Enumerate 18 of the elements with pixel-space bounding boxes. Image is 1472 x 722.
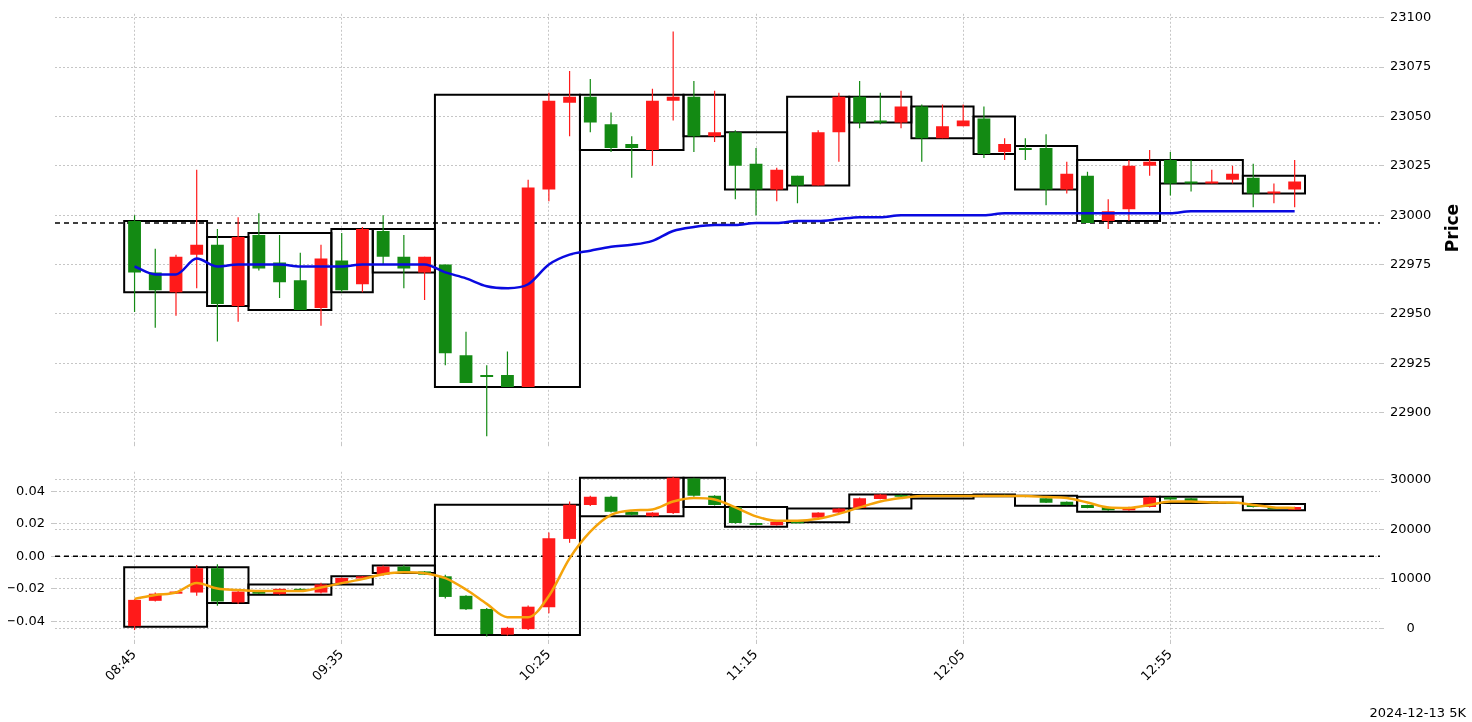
y-tick-label: 22900 [1390,403,1432,419]
text: 2024-12-13 5K [1369,705,1466,720]
y-tick-label: 23075 [1390,58,1432,74]
y-tick-label: 22925 [1390,354,1432,370]
y-tick-label: 23000 [1390,206,1432,222]
y2-tick-label: 10000 [1390,570,1432,586]
y-tick-label: 23025 [1390,157,1432,173]
y-axis-title: Price [1442,203,1463,253]
y-tick-label: 23050 [1390,107,1432,123]
y-tick-label: 22975 [1390,255,1432,271]
y-tick-label: 0.00 [16,547,45,563]
y-tick-label: 22950 [1390,305,1432,321]
y-tick-label: 0.04 [16,482,45,498]
y-tick-label: 0.02 [16,515,45,531]
y2-tick-label: 20000 [1390,520,1432,536]
y-tick-label: 23100 [1390,9,1432,25]
y2-tick-label: 0 [1406,619,1415,635]
y2-tick-label: 30000 [1390,471,1432,487]
